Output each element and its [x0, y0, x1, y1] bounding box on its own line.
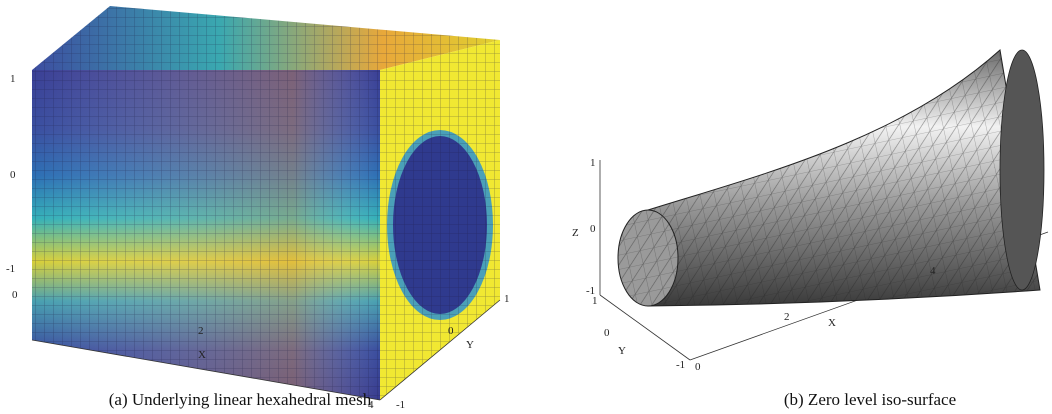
z-label: Z [572, 227, 579, 239]
x-label: X [828, 317, 836, 329]
x-tick: 2 [198, 325, 204, 337]
x-tick: 0 [695, 361, 701, 373]
x-tick: 4 [930, 265, 936, 277]
y-tick: -1 [676, 359, 685, 371]
z-tick: 0 [10, 169, 16, 181]
panel-b: 1 0 -1 Z 1 0 -1 Y 0 2 4 X (b) Zero level… [572, 50, 1048, 409]
z-tick: 1 [590, 157, 596, 169]
y-label: Y [466, 339, 474, 351]
y-tick: 1 [504, 293, 510, 305]
y-tick: -1 [396, 399, 405, 411]
panel-a: 1 0 -1 0 2 4 X -1 0 1 Y (a) Underlying l… [6, 6, 510, 411]
y-tick: 0 [448, 325, 454, 337]
z-tick: 1 [10, 73, 16, 85]
z-tick: -1 [6, 263, 15, 275]
caption: (b) Zero level iso-surface [784, 390, 956, 409]
y-label: Y [618, 345, 626, 357]
caption: (a) Underlying linear hexahedral mesh [109, 390, 372, 409]
figure: 1 0 -1 0 2 4 X -1 0 1 Y (a) Underlying l… [0, 0, 1052, 414]
z-tick: 0 [590, 223, 596, 235]
y-tick: 0 [604, 327, 610, 339]
x-label: X [198, 349, 206, 361]
x-tick: 0 [12, 289, 18, 301]
y-tick: 1 [592, 295, 598, 307]
x-tick: 2 [784, 311, 790, 323]
